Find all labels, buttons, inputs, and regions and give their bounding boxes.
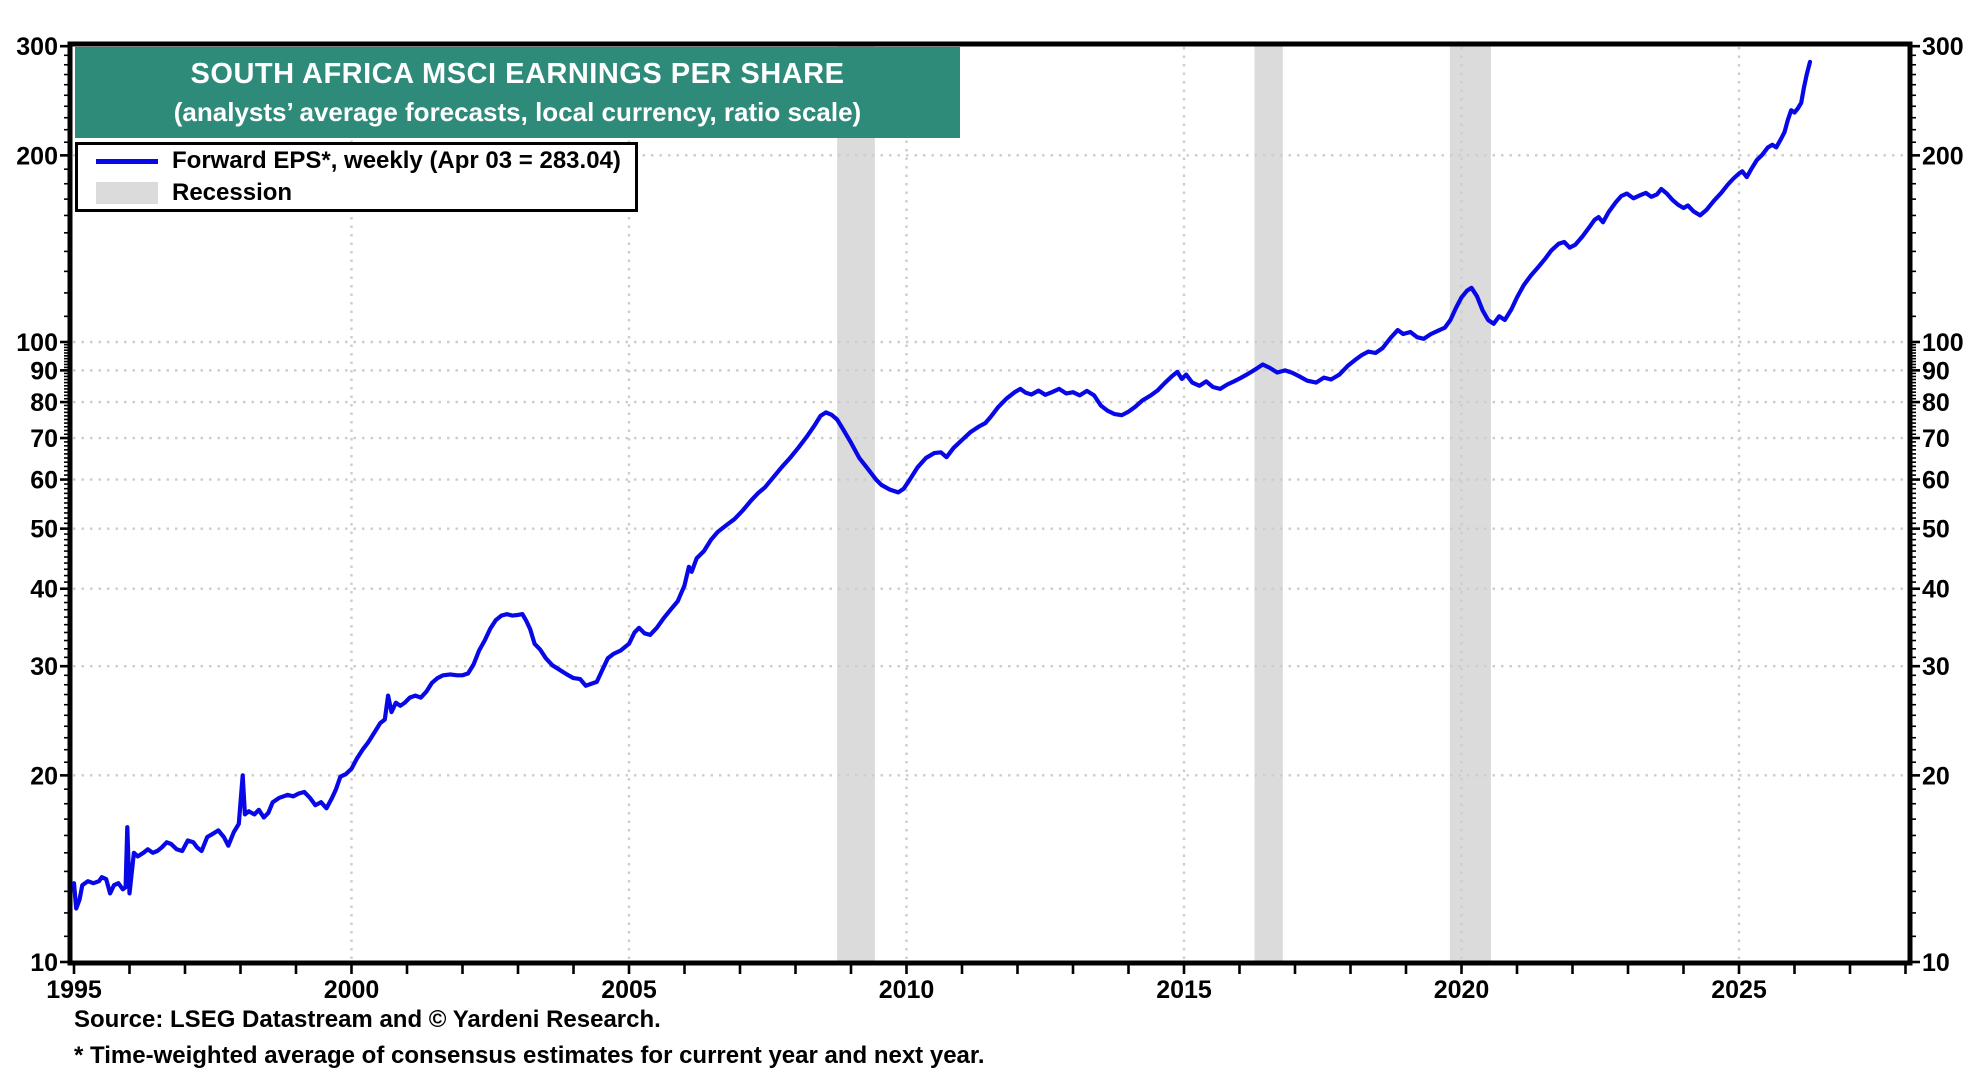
y-axis-label-left: 50 xyxy=(30,516,58,544)
y-axis-label-left: 20 xyxy=(30,762,58,790)
y-axis-label-left: 200 xyxy=(16,142,58,170)
y-axis-label-left: 100 xyxy=(16,329,58,357)
x-axis-label: 2010 xyxy=(879,976,935,1004)
y-axis-label-left: 40 xyxy=(30,576,58,604)
y-axis-label-left: 300 xyxy=(16,33,58,61)
y-axis-label-left: 70 xyxy=(30,425,58,453)
y-axis-label-right: 80 xyxy=(1922,389,1950,417)
recession-band xyxy=(1449,46,1491,961)
y-axis-label-right: 30 xyxy=(1922,653,1950,681)
y-axis-label-right: 70 xyxy=(1922,425,1950,453)
y-axis-label-left: 80 xyxy=(30,389,58,417)
y-axis-label-right: 90 xyxy=(1922,357,1950,385)
source-text: Source: LSEG Datastream and © Yardeni Re… xyxy=(74,1006,661,1033)
chart-subtitle: (analysts’ average forecasts, local curr… xyxy=(173,96,862,127)
legend-label-forward-eps: Forward EPS*, weekly (Apr 03 = 283.04) xyxy=(172,147,621,174)
y-axis-label-right: 300 xyxy=(1922,33,1964,61)
chart-title: SOUTH AFRICA MSCI EARNINGS PER SHARE xyxy=(190,57,845,90)
y-axis-label-right: 100 xyxy=(1922,329,1964,357)
x-axis-label: 2005 xyxy=(601,976,657,1004)
recession-band-swatch xyxy=(96,182,158,204)
legend-item-recession: Recession xyxy=(96,179,635,207)
legend: Forward EPS*, weekly (Apr 03 = 283.04) R… xyxy=(75,142,638,212)
x-axis-label: 2025 xyxy=(1711,976,1767,1004)
y-axis-label-left: 10 xyxy=(30,949,58,977)
y-axis-label-right: 50 xyxy=(1922,516,1950,544)
x-axis-label: 2020 xyxy=(1434,976,1490,1004)
y-axis-label-left: 60 xyxy=(30,467,58,495)
y-axis-label-left: 90 xyxy=(30,357,58,385)
recession-band xyxy=(837,46,875,961)
y-axis-label-right: 10 xyxy=(1922,949,1950,977)
y-axis-label-right: 20 xyxy=(1922,762,1950,790)
chart-title-box: SOUTH AFRICA MSCI EARNINGS PER SHARE (an… xyxy=(75,47,960,138)
x-axis-label: 2000 xyxy=(324,976,380,1004)
legend-item-forward-eps: Forward EPS*, weekly (Apr 03 = 283.04) xyxy=(96,147,635,175)
footnote-text: * Time-weighted average of consensus est… xyxy=(74,1042,985,1069)
y-axis-label-right: 60 xyxy=(1922,467,1950,495)
recession-band xyxy=(1254,46,1283,961)
series-line-swatch xyxy=(96,158,158,164)
x-axis-label: 1995 xyxy=(46,976,102,1004)
forward-eps-line xyxy=(71,59,1813,911)
legend-label-recession: Recession xyxy=(172,179,293,206)
y-axis-label-left: 30 xyxy=(30,653,58,681)
y-axis-label-right: 40 xyxy=(1922,576,1950,604)
y-axis-label-right: 200 xyxy=(1922,142,1964,170)
x-axis-label: 2015 xyxy=(1156,976,1212,1004)
